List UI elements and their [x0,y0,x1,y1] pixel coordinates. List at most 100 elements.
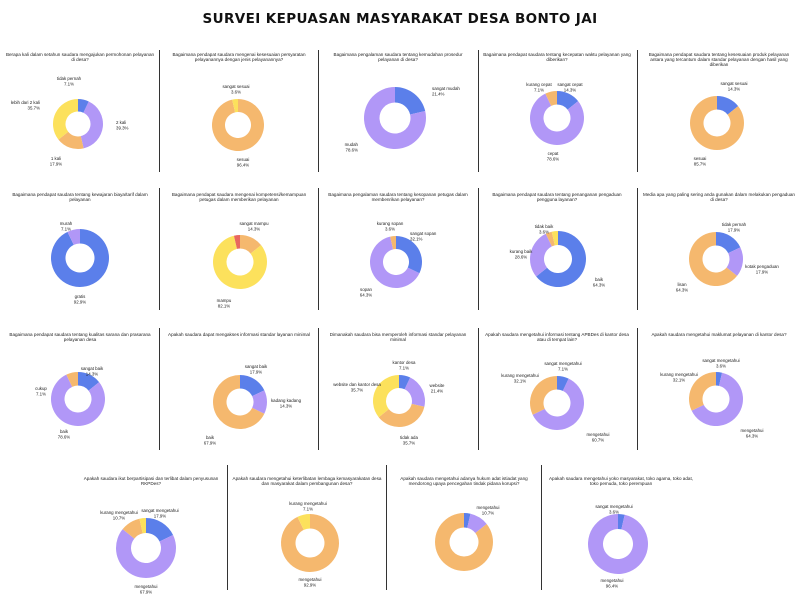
slice-value-label: 35.7% [351,388,364,393]
pie-slice-baik [536,231,587,287]
slice-value-label: 14.3% [728,87,741,92]
slice-label: cepat [548,151,560,156]
pie-slice-kotak-pengaduan [726,247,743,276]
divider [478,50,479,172]
pie-slice-mengetahui [467,513,487,533]
divider [637,328,638,450]
pie-slice-cukup [66,372,78,387]
chart-panel: Media apa yang paling sering anda gunaka… [642,192,796,310]
slice-label: lisan [677,282,687,287]
slice-label: baik [60,429,69,434]
pie-slice-sangat-mudah [395,86,426,115]
slice-value-label: 17.9% [50,162,63,167]
divider [318,328,319,450]
chart-title: Bagaimana pendapat saudara tentang kecep… [483,52,631,63]
chart-title: Bagaimana pendapat saudara tentang kuali… [9,332,151,343]
divider [386,465,387,590]
slice-value-label: 32.1% [673,378,686,383]
slice-label: mengetahui [601,578,624,583]
slice-label: lebih dari 2 kali [11,100,40,105]
slice-label: sangat mengetahui [141,508,178,513]
chart-panel: Apakah saudara mengetahui informasi tent… [482,332,632,450]
slice-value-label: 21.4% [431,389,444,394]
chart-panel: Bagaimana pengalaman saudara tentang kes… [323,192,473,310]
chart-panel: Bagaimana pendapat saudara tentang penan… [482,192,632,310]
slice-value-label: 67.9% [140,590,153,595]
slice-label: baik [206,435,215,440]
slice-value-label: 78.6% [58,435,71,440]
slice-label: kurang mengetahui [660,372,698,377]
chart-panel: Bagaimana pendapat saudara mengenai kese… [164,52,314,170]
slice-label: kurang sopan [377,221,404,226]
divider [318,188,319,310]
slice-label: sangat baik [81,366,104,371]
slice-value-label: 96.4% [237,163,250,168]
pie-slice-mengetahui [588,514,649,575]
slice-label: kadang kadang [271,398,302,403]
slice-label: 2 kali [116,120,126,125]
chart-title: Bagaimana pengalaman saudara tentang kem… [333,52,463,63]
slice-value-label: 17.9% [756,270,769,275]
slice-label: sangat sesuai [720,81,747,86]
slice-value-label: 28.6% [515,255,528,260]
slice-value-label: 64.3% [676,288,689,293]
chart-title: Bagaimana pengalaman saudara tentang kes… [328,192,468,203]
slice-label: mengetahui [299,577,322,582]
slice-label: mengetahui [135,584,158,589]
slice-value-label: 21.4% [432,92,445,97]
pie-slice-kantor-desa [399,375,411,390]
slice-value-label: 96.4% [606,584,619,589]
slice-value-label: 78.6% [547,157,560,162]
divider [159,50,160,172]
pie-slice-kurang-baik [530,233,552,277]
slice-label: sopan [360,287,373,292]
pie-slice-tidak-pernah [78,99,89,113]
pie-slice-mengetahui [115,529,176,579]
pie-slice-lebih-dari-2-kali [53,99,78,140]
pie-slice-kurang-cepat [545,91,557,106]
pie-slice [139,518,146,534]
chart-title: Berapa kali dalam setahun saudara mengaj… [5,52,155,63]
pie-slice-sangat-sopan [396,236,422,274]
slice-value-label: 7.1% [534,88,544,93]
slice-value-label: 60.7% [592,438,605,443]
slice-label: tidak baik [535,224,554,229]
slice-label: kurang mengetahui [100,510,138,515]
pie-slice-sangat-baik [78,372,100,391]
slice-value-label: 10.7% [113,516,126,521]
slice-value-label: 32.1% [514,379,527,384]
slice-label: tidak pernah [57,76,82,81]
slice-value-label: 92.9% [74,300,87,305]
chart-title: Apakah saudara mengetahui informasi tent… [485,332,629,343]
slice-label: kurang mengetahui [501,373,539,378]
chart-panel: Berapa kali dalam setahun saudara mengaj… [5,52,155,170]
chart-title: Bagaimana pendapat saudara tentang kewaj… [12,192,148,203]
slice-value-label: 64.3% [746,434,759,439]
pie-slice-sangat-mengetahui [557,376,569,391]
chart-title: Bagaimana pendapat saudara tentang keses… [648,52,790,68]
divider [637,188,638,310]
slice-value-label: 64.3% [593,283,606,288]
chart-title: Apakah saudara mengetahui maklumat pelay… [651,332,787,337]
slice-label: sangat mengetahui [544,361,581,366]
slice-label: sangat mengetahui [595,504,632,509]
divider [318,50,319,172]
slice-value-label: 64.3% [360,293,373,298]
slice-value-label: 14.3% [564,88,577,93]
slice-value-label: 35.7% [403,441,416,446]
pie-slice-baik [51,374,106,426]
slice-label: kurang mengetahui [289,501,327,506]
pie-slice-cepat [530,93,585,146]
slice-label: website [430,383,445,388]
pie-slice-website [404,377,426,407]
pie-slice-sesuai [212,99,264,151]
pie-slice-murah [67,229,80,245]
slice-value-label: 3.6% [231,90,241,95]
